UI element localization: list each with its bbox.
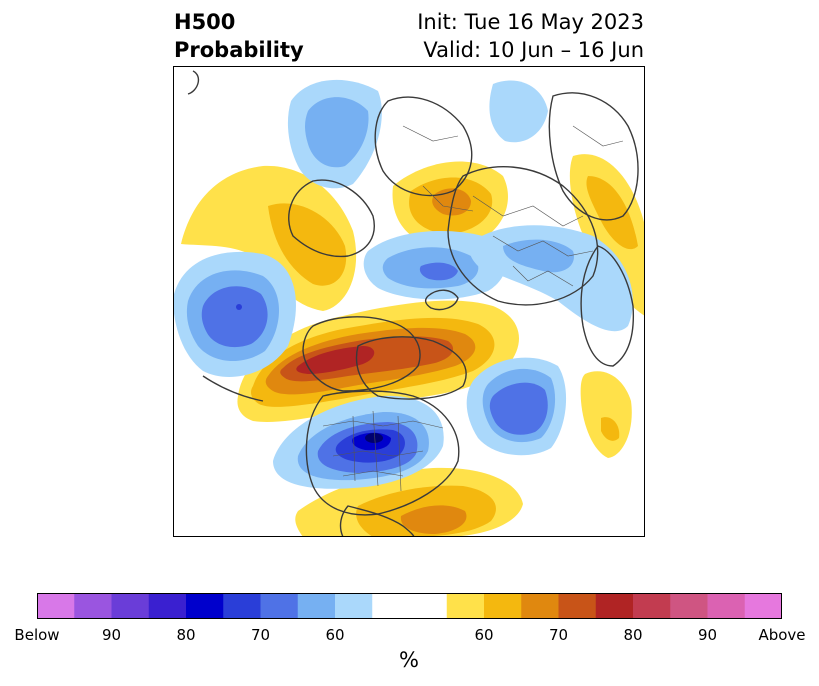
- below-anomaly-north-atlantic: [466, 357, 567, 456]
- colorbar-cell: [670, 593, 709, 619]
- below-anomaly-pacific: [173, 251, 296, 378]
- colorbar-cell: [111, 593, 150, 619]
- colorbar-cell: [74, 593, 113, 619]
- colorbar-cell: [148, 593, 187, 619]
- colorbar-tick-label: 80: [623, 626, 643, 644]
- map-title-left: H500 Probability: [174, 8, 304, 64]
- above-anomaly-arctic: [392, 161, 508, 249]
- colorbar-cell: [335, 593, 373, 619]
- below-anomaly-central-us: [273, 395, 444, 489]
- above-anomaly-pacific-north: [181, 165, 357, 311]
- colorbar-cell: [260, 593, 299, 619]
- above-anomaly-canada: [237, 300, 520, 422]
- colorbar-tick-label: 90: [697, 626, 718, 644]
- colorbar-tick-label: 60: [325, 626, 345, 644]
- colorbar-cell: [186, 593, 224, 619]
- political-borders: [322, 125, 624, 492]
- colorbar-tick-label: 80: [176, 626, 196, 644]
- colorbar-cell: [484, 593, 522, 619]
- colorbar-tick-label: 70: [548, 626, 569, 644]
- colorbar-cell: [223, 593, 262, 619]
- colorbar-cell: [595, 593, 634, 619]
- map-title-right: Init: Tue 16 May 2023 Valid: 10 Jun – 16…: [417, 8, 644, 64]
- colorbar-cell: [297, 593, 336, 619]
- colorbar: [37, 593, 782, 619]
- title-variable: H500: [174, 10, 236, 34]
- colorbar-tick-label: Above: [758, 626, 806, 644]
- colorbar-cell: [409, 593, 448, 619]
- colorbar-tick-label: Below: [14, 626, 60, 644]
- colorbar-cell: [521, 593, 560, 619]
- colorbar-cell: [633, 593, 671, 619]
- colorbar-tick-label: 60: [474, 626, 494, 644]
- colorbar-tick-label: 90: [101, 626, 122, 644]
- colorbar-frame: [37, 593, 782, 619]
- colorbar-cell: [37, 593, 75, 619]
- above-anomaly-atlantic: [580, 371, 632, 458]
- valid-range: Valid: 10 Jun – 16 Jun: [423, 38, 644, 62]
- init-date: Init: Tue 16 May 2023: [417, 10, 644, 34]
- colorbar-unit-label: %: [399, 648, 419, 672]
- map-frame: [173, 66, 645, 537]
- below-anomaly-siberia-north: [489, 80, 548, 143]
- below-anomaly-siberia-east: [287, 79, 382, 189]
- colorbar-cell: [707, 593, 746, 619]
- colorbar-cell: [372, 593, 411, 619]
- colorbar-cell: [446, 593, 485, 619]
- below-anomaly-europe: [469, 225, 633, 332]
- probability-map: [173, 66, 645, 537]
- colorbar-cell: [744, 593, 782, 619]
- title-field: Probability: [174, 38, 304, 62]
- coastlines: [187, 70, 639, 537]
- colorbar-cell: [558, 593, 597, 619]
- colorbar-tick-label: 70: [250, 626, 271, 644]
- colorbar-cells: [37, 593, 782, 619]
